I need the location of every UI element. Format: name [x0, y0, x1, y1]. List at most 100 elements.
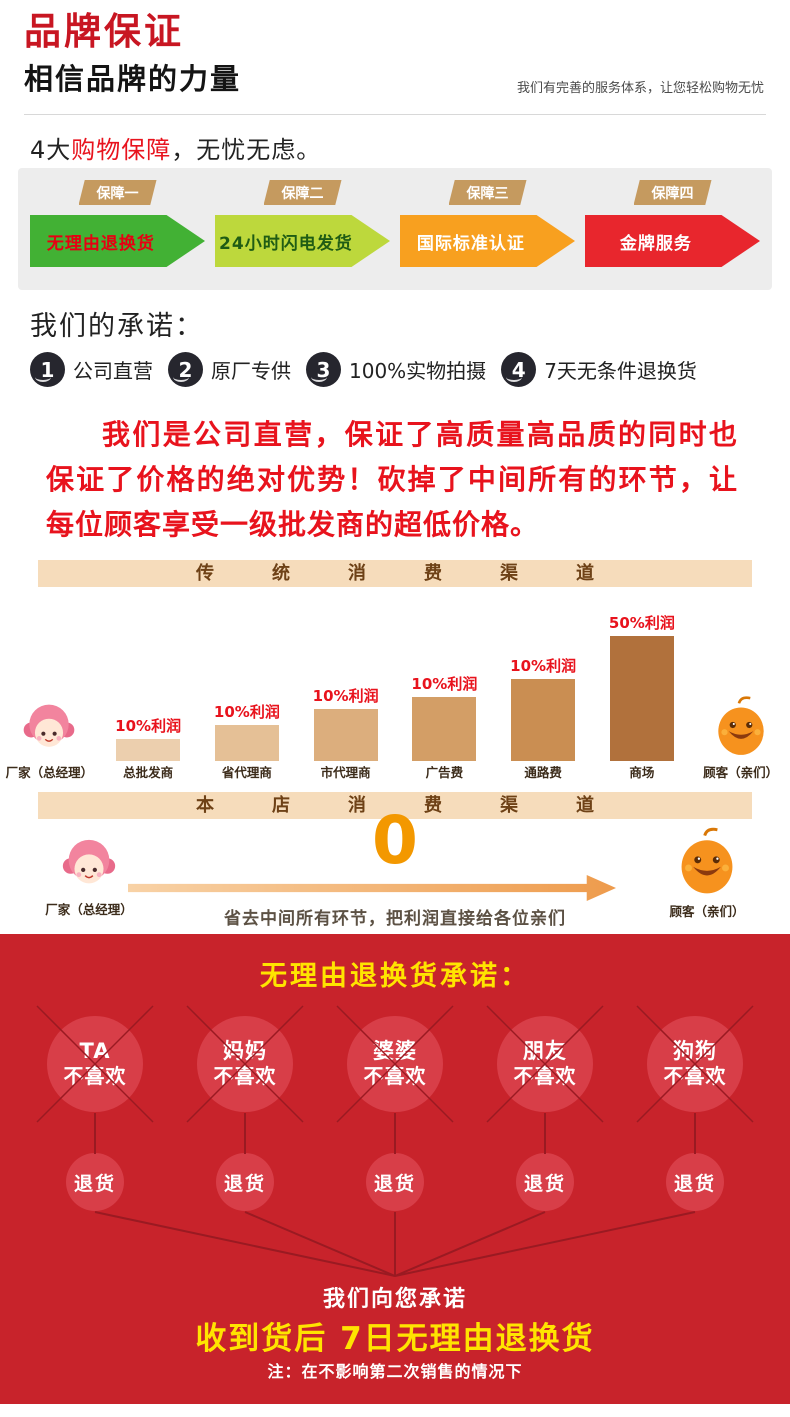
- return-promise-title: 无理由退换货承诺：: [260, 961, 530, 992]
- bar-value-label: 10%利润: [411, 675, 478, 693]
- dislike-circle-mother-in-law: 婆婆 不喜欢: [347, 1016, 443, 1112]
- customer-label: 顾客（亲们）: [669, 904, 745, 919]
- return-circle: 退货: [516, 1153, 574, 1211]
- guarantee-arrow: 金牌服务: [585, 215, 760, 267]
- promise-list: 1 公司直营 2 原厂专供 3 100%实物拍摄 4 7天无条件退换货: [30, 352, 774, 387]
- shop-channel-strip: 本店消费渠道: [38, 792, 752, 819]
- chart-bar: [609, 636, 674, 761]
- dislike-text: 不喜欢: [213, 1064, 277, 1088]
- guarantee-heading-suffix: ，无忧无虑。: [171, 136, 322, 164]
- return-circle: 退货: [66, 1153, 124, 1211]
- dislike-text: 不喜欢: [513, 1064, 577, 1088]
- dislike-who: 婆婆: [373, 1039, 417, 1063]
- chart-col-label: 顾客（亲们）: [703, 765, 779, 780]
- zero-profit-number: 0: [372, 802, 418, 879]
- guarantee-tab: 保障一: [78, 180, 157, 205]
- dislike-circle-mom: 妈妈 不喜欢: [197, 1016, 293, 1112]
- chart-col-customer: 顾客（亲们）: [691, 585, 790, 785]
- chart-col-label: 总批发商: [123, 765, 174, 780]
- chart-col-bar-1: 10%利润 总批发商: [99, 585, 198, 785]
- guarantee-tab: 保障三: [448, 180, 527, 205]
- dislike-who: TA: [79, 1039, 111, 1063]
- number-2-icon: 2: [168, 352, 203, 387]
- promise-item-label: 公司直营: [73, 359, 153, 383]
- promise-note: 注：在不影响第二次销售的情况下: [267, 1362, 523, 1381]
- chart-bar: [116, 739, 181, 761]
- chart-col-bar-6: 50%利润 商场: [593, 585, 692, 785]
- bar-value-label: 10%利润: [312, 687, 379, 705]
- bar-value-label: 10%利润: [115, 717, 182, 735]
- chart-col-label: 通路费: [524, 765, 562, 780]
- number-3-icon: 3: [306, 352, 341, 387]
- traditional-channel-strip: 传统消费渠道: [38, 560, 752, 587]
- guarantee-item-4: 保障四 金牌服务: [585, 180, 760, 290]
- traditional-channel-chart: 厂家（总经理） 10%利润 总批发商 10%利润 省代理商 10%利润 市代理商…: [0, 585, 790, 785]
- girl-face-icon: [19, 699, 79, 759]
- dislike-who: 朋友: [523, 1039, 567, 1063]
- promise-item: 4 7天无条件退换货: [501, 352, 697, 387]
- promise-item: 3 100%实物拍摄: [306, 352, 486, 387]
- dislike-circle-dog: 狗狗 不喜欢: [647, 1016, 743, 1112]
- number-1-icon: 1: [30, 352, 65, 387]
- chart-col-label: 广告费: [425, 765, 464, 780]
- chart-bar: [313, 709, 378, 761]
- return-circle: 退货: [216, 1153, 274, 1211]
- page-header: 品牌保证 相信品牌的力量 我们有完善的服务体系，让您轻松购物无忧: [24, 10, 766, 115]
- zero-profit-caption: 省去中间所有环节，把利润直接给各位亲们: [224, 909, 566, 929]
- chart-col-bar-3: 10%利润 市代理商: [296, 585, 395, 785]
- dislike-text: 不喜欢: [363, 1064, 427, 1088]
- bar-value-label: 10%利润: [510, 657, 577, 675]
- chart-bar: [214, 725, 279, 761]
- chart-col-label: 市代理商: [320, 765, 371, 780]
- return-promise-section: 无理由退换货承诺： TA 不喜欢 妈妈 不喜欢 婆婆 不喜欢 朋友 不喜欢 狗狗…: [0, 934, 790, 1404]
- orange-mascot-icon: [708, 693, 774, 759]
- guarantee-arrow: 24小时闪电发货: [215, 215, 390, 267]
- promise-item-label: 原厂专供: [211, 359, 291, 383]
- guarantee-heading-prefix: 4大: [30, 136, 72, 164]
- guarantee-heading: 4大购物保障，无忧无虑。: [30, 130, 321, 165]
- dislike-circle-ta: TA 不喜欢: [47, 1016, 143, 1112]
- guarantee-item-2: 保障二 24小时闪电发货: [215, 180, 390, 290]
- girl-face-icon: [24, 834, 154, 896]
- guarantee-arrows-panel: 保障一 无理由退换货 保障二 24小时闪电发货 保障三 国际标准认证 保障四 金…: [18, 168, 772, 290]
- zero-profit-diagram: 0 省去中间所有环节，把利润直接给各位亲们 厂家（总经理）: [0, 808, 790, 932]
- chart-col-label: 省代理商: [221, 765, 272, 780]
- guarantee-item-3: 保障三 国际标准认证: [400, 180, 575, 290]
- promise-item: 2 原厂专供: [168, 352, 291, 387]
- chart-col-bar-5: 10%利润 通路费: [494, 585, 593, 785]
- guarantee-arrow: 国际标准认证: [400, 215, 575, 267]
- customer-figure: 顾客（亲们）: [642, 824, 772, 924]
- guarantee-tab: 保障二: [263, 180, 342, 205]
- promise-item-label: 7天无条件退换货: [544, 359, 697, 383]
- page-subtitle: 相信品牌的力量: [24, 61, 242, 96]
- bar-value-label: 10%利润: [213, 703, 280, 721]
- chart-bar: [511, 679, 576, 761]
- guarantee-heading-highlight: 购物保障: [71, 136, 172, 164]
- factory-figure: 厂家（总经理）: [24, 834, 154, 922]
- dislike-text: 不喜欢: [663, 1064, 727, 1088]
- chart-col-factory: 厂家（总经理）: [0, 585, 99, 785]
- number-4-icon: 4: [501, 352, 537, 387]
- direct-sale-statement: 我们是公司直营，保证了高质量高品质的同时也保证了价格的绝对优势！砍掉了中间所有的…: [46, 418, 738, 541]
- promise-main-text: 收到货后 7日无理由退换货: [195, 1321, 595, 1357]
- service-tagline: 我们有完善的服务体系，让您轻松购物无忧: [516, 80, 764, 96]
- dislike-who: 妈妈: [223, 1039, 267, 1063]
- chart-col-label: 商场: [629, 765, 655, 780]
- chart-col-label: 厂家（总经理）: [5, 765, 94, 780]
- promise-heading: 我们的承诺：: [30, 311, 204, 342]
- dislike-text: 不喜欢: [63, 1064, 127, 1088]
- chart-col-bar-4: 10%利润 广告费: [395, 585, 494, 785]
- promise-item-label: 100%实物拍摄: [349, 359, 487, 383]
- guarantee-arrow: 无理由退换货: [30, 215, 205, 267]
- guarantee-tab: 保障四: [633, 180, 712, 205]
- dislike-who: 狗狗: [673, 1039, 717, 1063]
- return-circle: 退货: [666, 1153, 724, 1211]
- factory-label: 厂家（总经理）: [45, 902, 133, 917]
- chart-col-bar-2: 10%利润 省代理商: [198, 585, 297, 785]
- guarantee-item-1: 保障一 无理由退换货: [30, 180, 205, 290]
- promise-item: 1 公司直营: [30, 352, 153, 387]
- dislike-circle-friend: 朋友 不喜欢: [497, 1016, 593, 1112]
- orange-mascot-icon: [642, 824, 772, 898]
- page-title: 品牌保证: [24, 10, 184, 53]
